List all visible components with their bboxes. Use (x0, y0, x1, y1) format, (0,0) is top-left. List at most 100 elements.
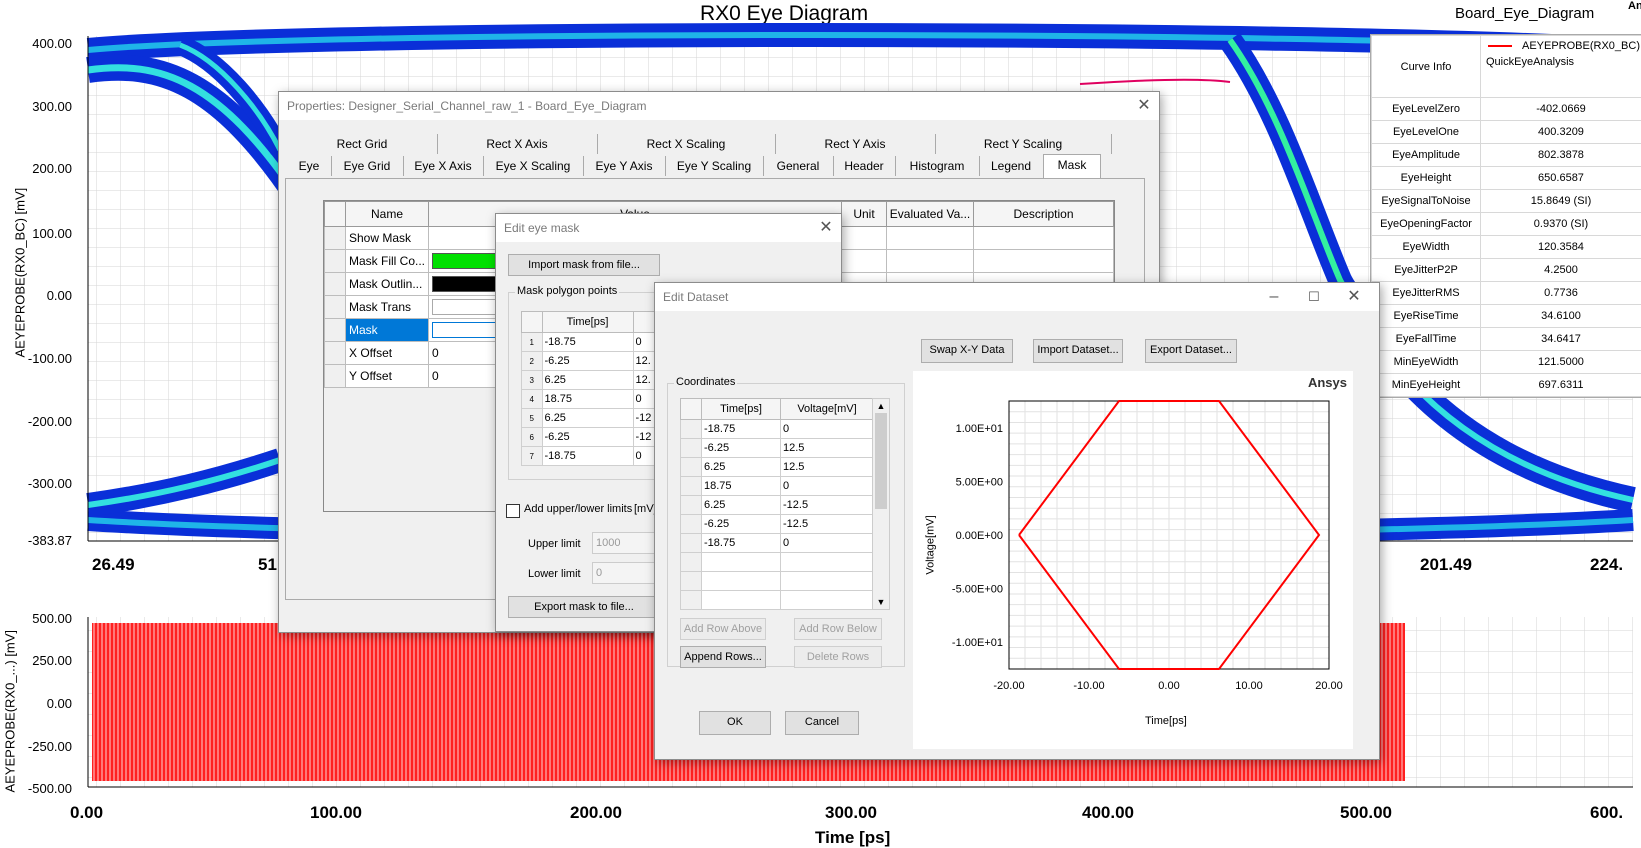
mask-point-time[interactable]: -18.75 (542, 447, 633, 466)
info-row-name: EyeRiseTime (1372, 305, 1481, 328)
tab-rect-x-scaling[interactable]: Rect X Scaling (597, 134, 776, 154)
preview-x-tick: 0.00 (1158, 680, 1179, 692)
col-time[interactable]: Time[ps] (702, 399, 781, 420)
edit-dataset-dialog[interactable]: Edit Dataset – ☐ ✕ Swap X-Y Data Import … (654, 282, 1380, 760)
edit-mask-title: Edit eye mask (496, 214, 841, 242)
scroll-thumb[interactable] (875, 413, 887, 509)
wave-x-tick: 400.00 (1082, 803, 1134, 823)
col-voltage[interactable]: Voltage[mV] (781, 399, 874, 420)
tab-eye-y-scaling[interactable]: Eye Y Scaling (665, 156, 764, 176)
eye-y-tick: 400.00 (6, 36, 72, 51)
tab-eye-x-axis[interactable]: Eye X Axis (403, 156, 484, 176)
dataset-row[interactable]: -6.25-12.5 (681, 515, 874, 534)
legend-series-sub: QuickEyeAnalysis (1486, 56, 1574, 68)
tab-histogram[interactable]: Histogram (895, 156, 980, 176)
legend-line-icon (1488, 45, 1512, 47)
dataset-voltage[interactable]: -12.5 (781, 496, 874, 515)
dataset-time[interactable]: 18.75 (702, 477, 781, 496)
col-unit[interactable]: Unit (842, 202, 887, 227)
maximize-icon[interactable]: ☐ (1299, 283, 1329, 311)
mask-point-time[interactable]: 6.25 (542, 409, 633, 428)
dataset-empty-row[interactable] (681, 572, 874, 591)
coordinates-scrollbar[interactable]: ▲ ▼ (872, 398, 890, 610)
ok-button[interactable]: OK (699, 711, 771, 735)
dataset-empty-row[interactable] (681, 553, 874, 572)
wave-y-tick: -250.00 (6, 739, 72, 754)
col-name[interactable]: Name (346, 202, 429, 227)
info-row-value: 400.3209 (1481, 121, 1641, 144)
mask-point-time[interactable]: -6.25 (542, 352, 633, 371)
mask-point-time[interactable]: -18.75 (542, 333, 633, 352)
dataset-voltage[interactable]: 12.5 (781, 458, 874, 477)
dataset-time[interactable]: 6.25 (702, 458, 781, 477)
tab-rect-grid[interactable]: Rect Grid (287, 134, 438, 154)
col-time[interactable]: Time[ps] (542, 312, 633, 333)
limits-checkbox[interactable] (506, 504, 520, 518)
wave-y-tick: 500.00 (6, 611, 72, 626)
dataset-voltage[interactable]: 12.5 (781, 439, 874, 458)
export-mask-button[interactable]: Export mask to file... (508, 596, 660, 618)
tab-mask[interactable]: Mask (1043, 154, 1101, 179)
export-dataset-button[interactable]: Export Dataset... (1145, 339, 1237, 363)
append-rows-button[interactable]: Append Rows... (680, 646, 766, 668)
minimize-icon[interactable]: – (1259, 283, 1289, 311)
eye-y-tick: 200.00 (6, 161, 72, 176)
delete-rows-button[interactable]: Delete Rows (794, 646, 882, 668)
dataset-row[interactable]: 6.25-12.5 (681, 496, 874, 515)
tab-rect-y-axis[interactable]: Rect Y Axis (775, 134, 936, 154)
import-dataset-button[interactable]: Import Dataset... (1033, 339, 1123, 363)
add-row-below-button[interactable]: Add Row Below (794, 618, 882, 640)
dataset-voltage[interactable]: -12.5 (781, 515, 874, 534)
close-icon[interactable]: ✕ (811, 214, 841, 242)
tab-rect-y-scaling[interactable]: Rect Y Scaling (935, 134, 1112, 154)
dataset-time[interactable]: -18.75 (702, 534, 781, 553)
add-row-above-button[interactable]: Add Row Above (680, 618, 766, 640)
eye-y-tick: 0.00 (6, 288, 72, 303)
upper-limit-label: Upper limit (528, 538, 581, 550)
dataset-voltage[interactable]: 0 (781, 477, 874, 496)
dataset-voltage[interactable]: 0 (781, 534, 874, 553)
dataset-time[interactable]: -6.25 (702, 439, 781, 458)
dataset-time[interactable]: -18.75 (702, 420, 781, 439)
mask-polygon-label: Mask polygon points (515, 285, 619, 297)
wave-x-tick: 600. (1590, 803, 1623, 823)
property-name: Mask Trans (346, 296, 429, 319)
eye-y-tick: 100.00 (6, 226, 72, 241)
eye-y-axis-label: AEYEPROBE(RX0_BC) [mV] (13, 198, 28, 358)
mask-point-time[interactable]: -6.25 (542, 428, 633, 447)
dataset-voltage[interactable]: 0 (781, 420, 874, 439)
mask-point-time[interactable]: 6.25 (542, 371, 633, 390)
tab-rect-x-axis[interactable]: Rect X Axis (437, 134, 598, 154)
tab-general[interactable]: General (763, 156, 834, 176)
close-icon[interactable]: ✕ (1129, 92, 1159, 120)
dataset-empty-row[interactable] (681, 591, 874, 610)
tab-header[interactable]: Header (833, 156, 896, 176)
dataset-time[interactable]: -6.25 (702, 515, 781, 534)
cancel-button[interactable]: Cancel (785, 711, 859, 735)
col-evaluated[interactable]: Evaluated Va... (887, 202, 974, 227)
tab-eye-x-scaling[interactable]: Eye X Scaling (483, 156, 584, 176)
tab-eye-y-axis[interactable]: Eye Y Axis (583, 156, 666, 176)
col-description[interactable]: Description (974, 202, 1114, 227)
tab-eye[interactable]: Eye (287, 156, 332, 176)
tab-legend[interactable]: Legend (979, 156, 1044, 176)
scroll-up-icon[interactable]: ▲ (873, 399, 889, 413)
close-icon[interactable]: ✕ (1339, 283, 1369, 311)
info-row-name: EyeLevelZero (1372, 98, 1481, 121)
scroll-down-icon[interactable]: ▼ (873, 595, 889, 609)
import-mask-button[interactable]: Import mask from file... (508, 254, 660, 276)
dataset-time[interactable]: 6.25 (702, 496, 781, 515)
swap-xy-button[interactable]: Swap X-Y Data (921, 339, 1013, 363)
info-row-name: EyeSignalToNoise (1372, 190, 1481, 213)
tab-eye-grid[interactable]: Eye Grid (331, 156, 404, 176)
mask-point-time[interactable]: 18.75 (542, 390, 633, 409)
info-row-value: -402.0669 (1481, 98, 1641, 121)
